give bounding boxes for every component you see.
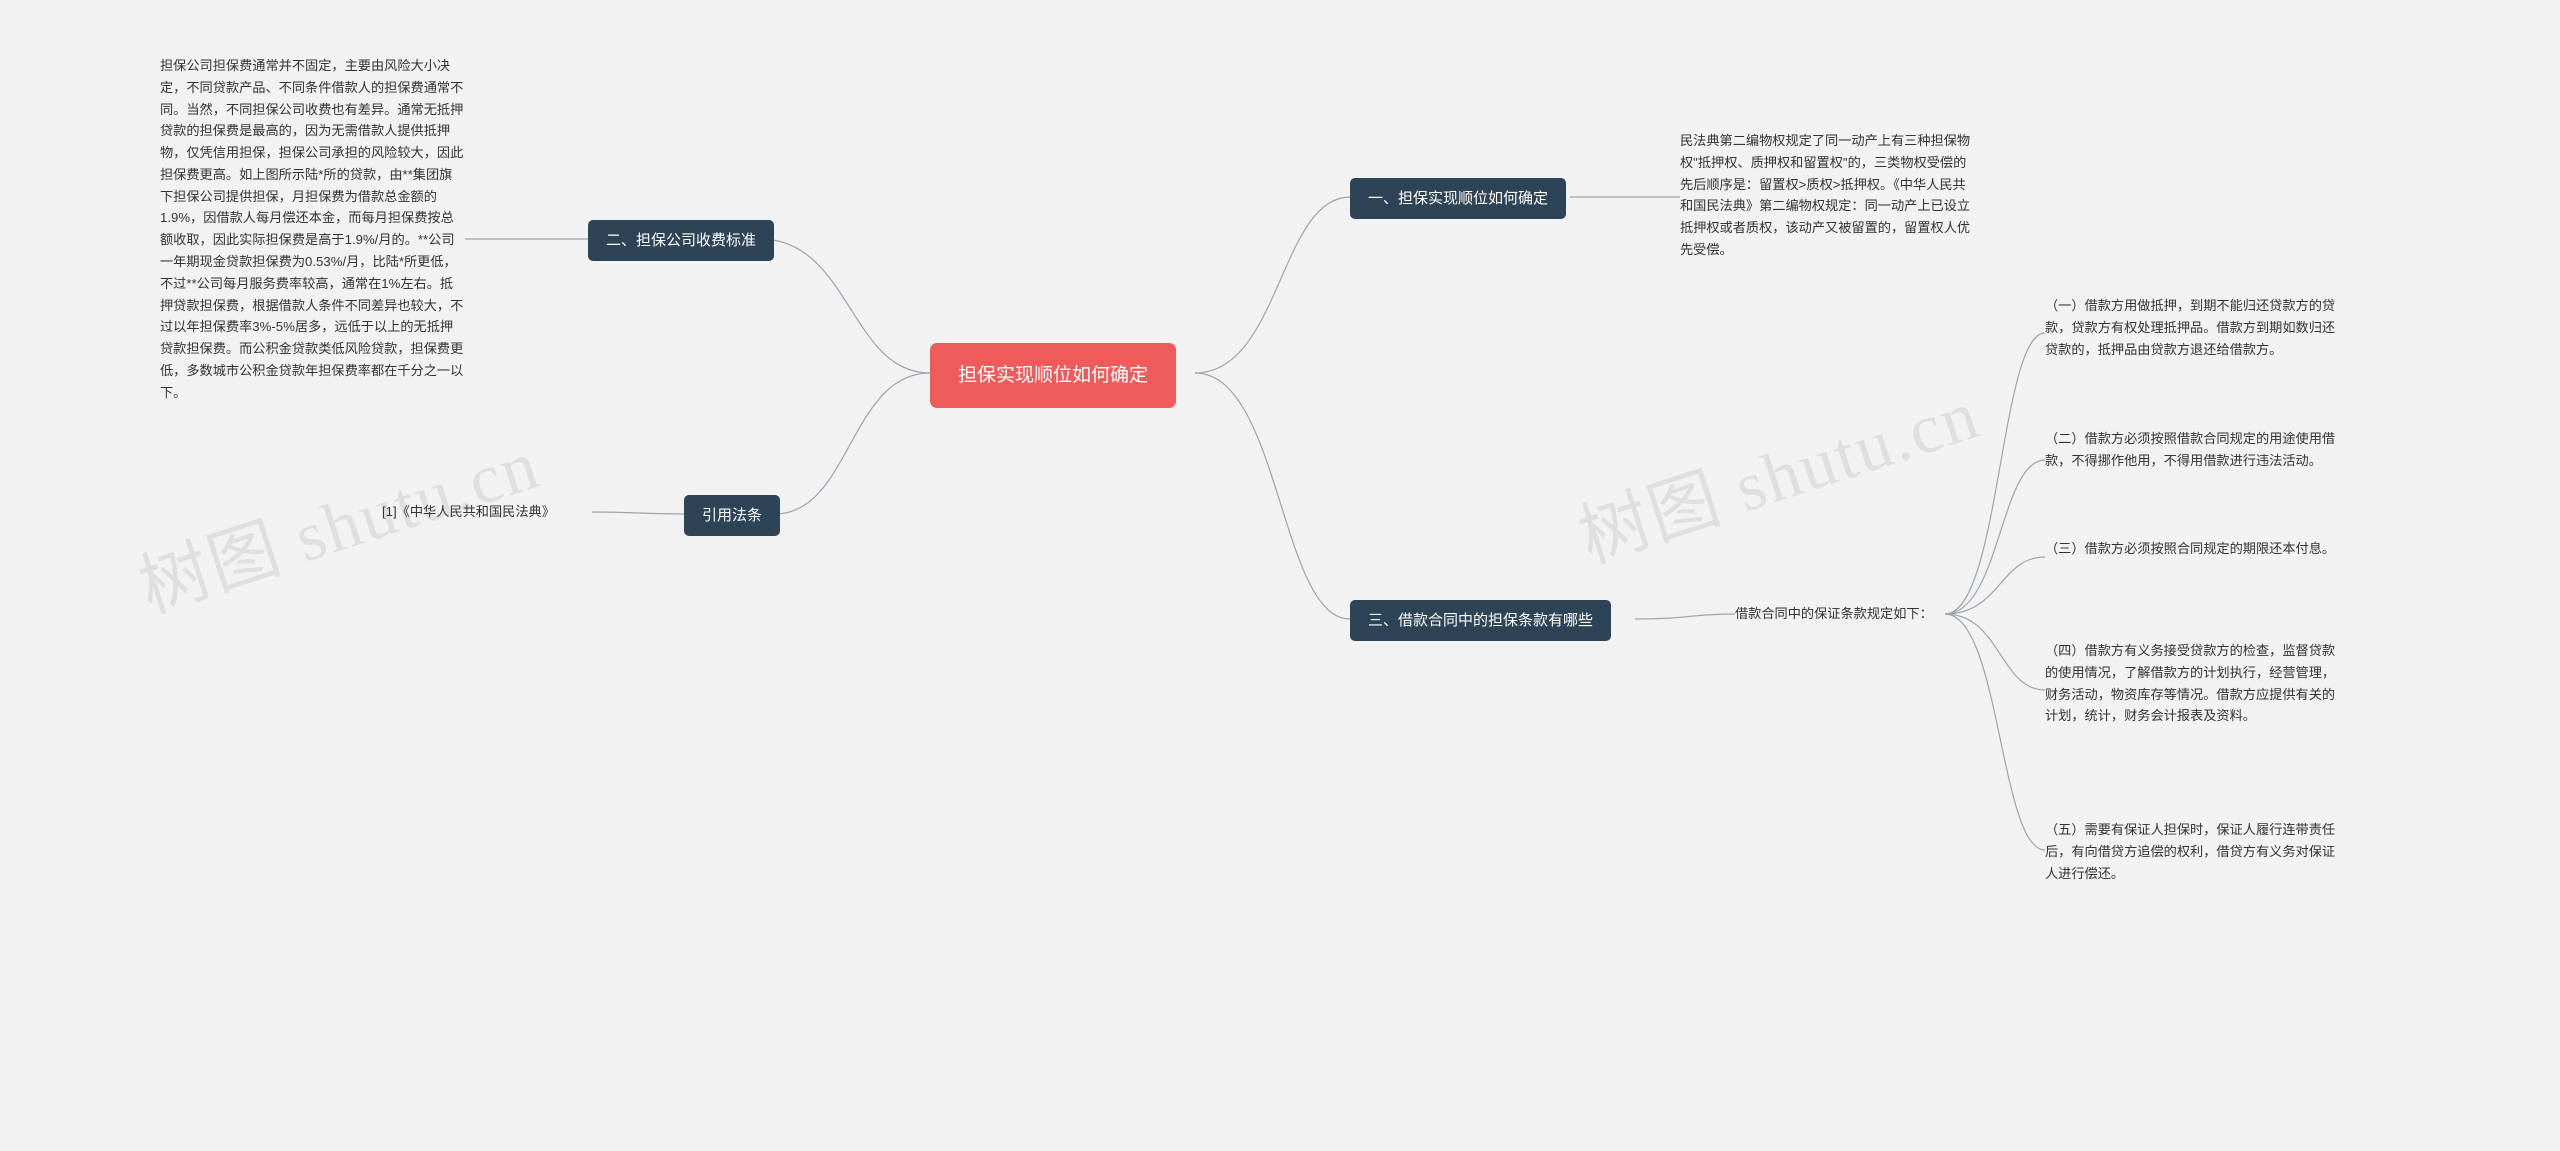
branch-r1[interactable]: 一、担保实现顺位如何确定 <box>1350 178 1566 219</box>
leaf-s4: （四）借款方有义务接受贷款方的检查，监督贷款的使用情况，了解借款方的计划执行，经… <box>2045 640 2345 727</box>
center-node[interactable]: 担保实现顺位如何确定 <box>930 343 1176 408</box>
leaf-s1: （一）借款方用做抵押，到期不能归还贷款方的贷款，贷款方有权处理抵押品。借款方到期… <box>2045 295 2345 360</box>
leaf-s2: （二）借款方必须按照借款合同规定的用途使用借款，不得挪作他用，不得用借款进行违法… <box>2045 428 2345 472</box>
leaf-r1a: 民法典第二编物权规定了同一动产上有三种担保物权"抵押权、质押权和留置权"的，三类… <box>1680 130 1975 261</box>
leaf-s5: （五）需要有保证人担保时，保证人履行连带责任后，有向借贷方追偿的权利，借贷方有义… <box>2045 819 2345 884</box>
watermark: 树图 shutu.cn <box>1565 358 1991 582</box>
branch-r3[interactable]: 三、借款合同中的担保条款有哪些 <box>1350 600 1611 641</box>
leaf-r3a: 借款合同中的保证条款规定如下： <box>1735 603 1945 625</box>
leaf-lref-a: [1]《中华人民共和国民法典》 <box>382 501 592 523</box>
leaf-s3: （三）借款方必须按照合同规定的期限还本付息。 <box>2045 538 2345 560</box>
branch-lref[interactable]: 引用法条 <box>684 495 780 536</box>
branch-l2[interactable]: 二、担保公司收费标准 <box>588 220 774 261</box>
leaf-l2a: 担保公司担保费通常并不固定，主要由风险大小决定，不同贷款产品、不同条件借款人的担… <box>160 55 465 404</box>
